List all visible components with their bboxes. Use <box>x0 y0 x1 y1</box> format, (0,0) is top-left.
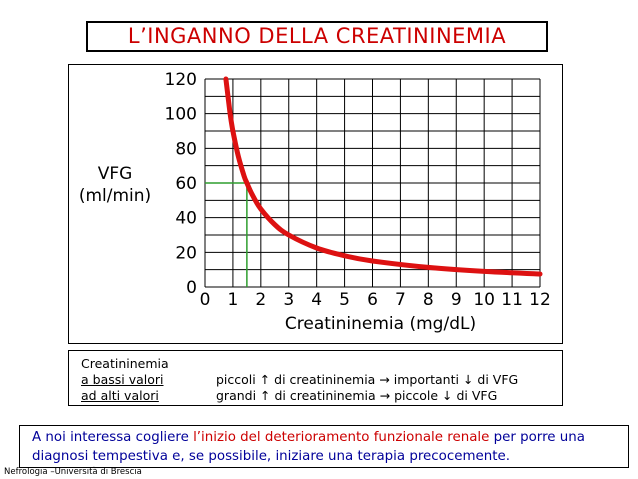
y-axis-label: VFG <box>98 164 133 184</box>
y-tick-label: 20 <box>175 243 197 263</box>
x-axis-label: Creatininemia (mg/dL) <box>285 314 476 334</box>
y-tick-label: 0 <box>186 278 197 298</box>
chart-frame: 0 1 2 3 4 5 6 7 8 9 10 11 12 0 20 40 60 80 100 120 Creatinin… <box>68 64 563 344</box>
chart-svg: 0 1 2 3 4 5 6 7 8 9 10 11 12020406080100120Creatinin… <box>79 70 551 334</box>
x-tick-label: 5 <box>339 290 350 310</box>
x-tick-label: 9 <box>451 290 462 310</box>
note-box: A noi interessa cogliere l’inizio del de… <box>19 425 629 468</box>
x-tick-label: 0 <box>200 290 211 310</box>
y-tick-label: 60 <box>175 174 197 194</box>
series-line-vfg <box>223 76 543 277</box>
x-tick-label: 2 <box>255 290 266 310</box>
note-text-1: A noi interessa cogliere <box>32 430 194 445</box>
legend-heading: Creatininemia <box>81 356 169 371</box>
y-tick-label: 40 <box>175 209 197 229</box>
footer-credit: Nefrologia –Università di Brescia <box>4 467 142 477</box>
y-tick-label: 100 <box>165 105 197 125</box>
page-title: L’INGANNO DELLA CREATININEMIA <box>86 21 548 52</box>
x-tick-label: 4 <box>311 290 322 310</box>
x-tick-label: 3 <box>283 290 294 310</box>
x-tick-label: 11 <box>501 290 523 310</box>
legend-row2-label: ad alti valori <box>81 388 159 403</box>
y-tick-label: 80 <box>175 139 197 159</box>
x-tick-label: 12 <box>529 290 551 310</box>
note-text-highlight: l’inizio del deterioramento funzionale r… <box>193 430 490 445</box>
x-tick-label: 1 <box>228 290 239 310</box>
y-tick-label: 120 <box>165 70 197 90</box>
legend-row2-text: grandi ↑ di creatininemia → piccole ↓ di… <box>216 388 498 403</box>
legend-box: Creatininemia a bassi valori piccoli ↑ d… <box>68 350 563 406</box>
x-tick-label: 10 <box>473 290 495 310</box>
x-tick-label: 8 <box>423 290 434 310</box>
x-tick-label: 6 <box>367 290 378 310</box>
legend-row1-label: a bassi valori <box>81 372 164 387</box>
y-axis-label: (ml/min) <box>79 186 151 206</box>
x-tick-label: 7 <box>395 290 406 310</box>
legend-row1-text: piccoli ↑ di creatininemia → importanti … <box>216 372 519 387</box>
note-text-2: per porre una diagnosi tempestiva e, se … <box>32 430 585 464</box>
